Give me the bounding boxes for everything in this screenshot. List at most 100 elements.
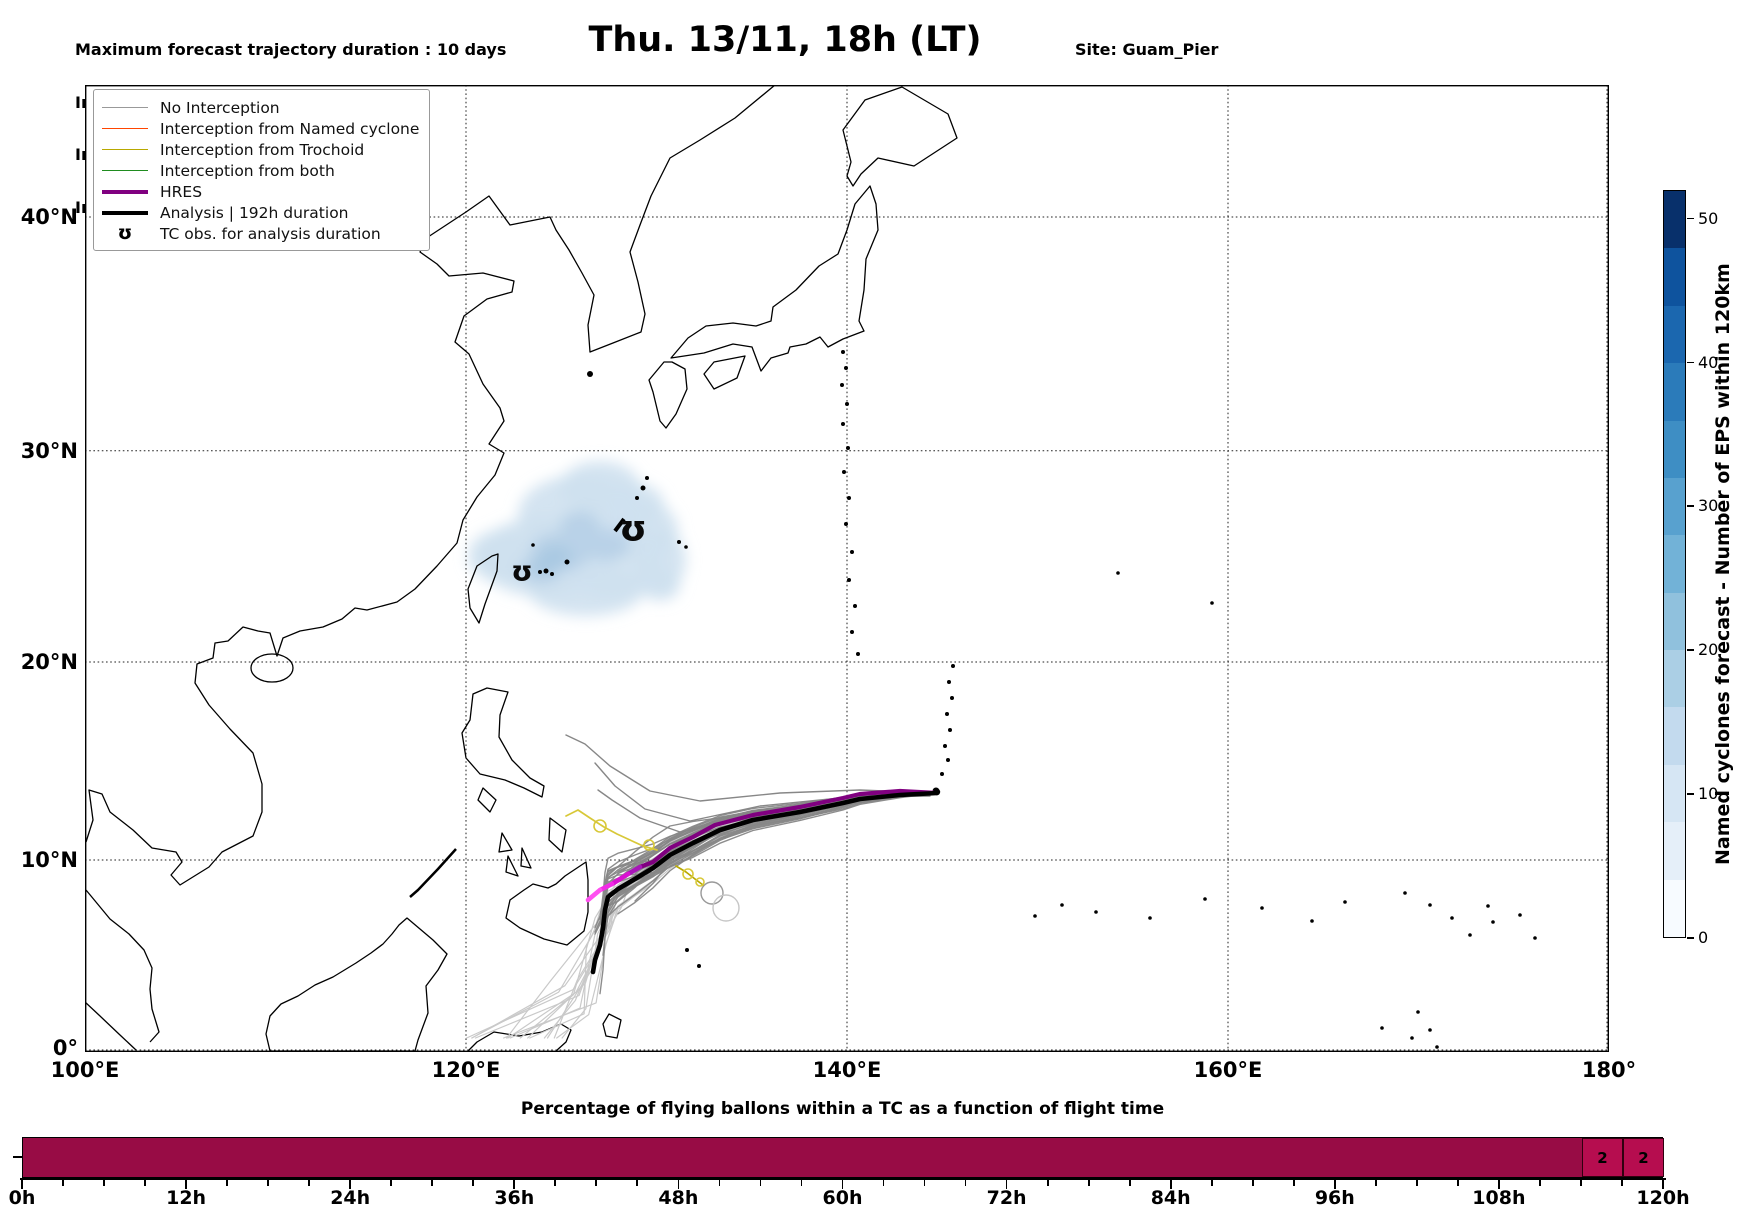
island-dot — [538, 570, 542, 574]
legend-item: Interception from Named cyclone — [102, 118, 419, 139]
coastline-panay — [498, 832, 513, 853]
island-dot — [685, 948, 689, 952]
trajectory-trochoid-interception — [565, 809, 658, 851]
bar-value-label: 2 — [1597, 1148, 1608, 1167]
island-dot — [543, 568, 549, 574]
bar-x-tick — [62, 1180, 64, 1186]
island-dot — [846, 446, 850, 450]
coastline-taiwan — [467, 553, 499, 624]
colorbar-label: Named cyclones forecast - Number of EPS … — [1712, 263, 1734, 865]
island-dot — [856, 652, 860, 656]
bar-x-axis — [20, 1178, 1666, 1180]
legend-line-sample — [102, 170, 148, 171]
density-patch-mid — [582, 529, 630, 561]
colorbar-tick — [1687, 217, 1694, 220]
tc-glyph: ʊ — [117, 222, 133, 244]
coastline-sumatra — [85, 1001, 137, 1051]
legend-line-sample — [102, 210, 148, 215]
bar-x-tick-label: 48h — [658, 1187, 699, 1209]
legend-line-sample — [102, 107, 148, 108]
bar-x-tick-label: 96h — [1314, 1187, 1355, 1209]
island-dot — [1148, 916, 1152, 920]
bar-x-tick — [1539, 1180, 1541, 1186]
bar-x-tick — [718, 1180, 721, 1186]
island-dot — [945, 712, 949, 716]
island-dot — [1060, 903, 1064, 907]
trajectory-loop — [712, 894, 740, 922]
bar-x-tick — [1169, 1180, 1172, 1189]
bar-x-tick — [1210, 1180, 1213, 1186]
island-dot — [840, 383, 844, 387]
island-dot — [841, 350, 845, 354]
island-dot — [844, 366, 848, 370]
trajectory-hres-tail — [585, 887, 603, 903]
legend-item-label: HRES — [160, 182, 203, 201]
island-dot — [1533, 936, 1537, 940]
bar-x-tick — [923, 1180, 926, 1186]
coastline-hainan — [250, 653, 294, 683]
tc-obs-icon: ʊ — [102, 224, 148, 243]
trajectory-trochoid-loop — [593, 819, 607, 833]
island-dot — [842, 470, 846, 474]
coastline-cebu — [520, 847, 532, 869]
legend-item: Interception from both — [102, 160, 419, 181]
coastline-borneo — [265, 917, 448, 1052]
bar-x-tick-label: 84h — [1150, 1187, 1191, 1209]
island-dot — [1403, 891, 1407, 895]
legend-item: HRES — [102, 181, 419, 202]
cyclone-density-blob — [468, 461, 686, 616]
bar-x-tick — [677, 1180, 680, 1189]
bar-x-tick — [759, 1180, 762, 1186]
bar-x-tick — [1456, 1180, 1459, 1186]
bar-y-tick — [13, 1156, 22, 1158]
trajectories-layer — [466, 734, 941, 1039]
island-dot — [1435, 1045, 1439, 1049]
lat-tick-label: 10°N — [20, 847, 78, 872]
colorbar-segment — [1664, 592, 1685, 651]
bar-x-tick-label: 60h — [822, 1187, 863, 1209]
island-dot — [1116, 571, 1120, 575]
trajectory-hres-tail — [625, 864, 643, 877]
bar-x-tick — [595, 1180, 598, 1186]
island-dot — [947, 680, 951, 684]
lon-tick-label: 120°E — [431, 1058, 501, 1082]
small-islands — [531, 350, 1537, 1049]
bar-x-tick — [390, 1180, 393, 1186]
legend-item-label: No Interception — [160, 98, 280, 117]
site-line: Site: Guam_Pier — [1075, 40, 1219, 59]
colorbar-segment — [1664, 706, 1685, 765]
colorbar-segment — [1664, 649, 1685, 708]
island-dot — [1210, 601, 1214, 605]
coastlines — [85, 85, 958, 1052]
bar-x-tick — [841, 1180, 844, 1189]
legend-item-label: TC obs. for analysis duration — [160, 224, 381, 243]
coastline-halmahera — [602, 1013, 622, 1039]
coastline-hokkaido — [842, 86, 958, 187]
colorbar-tick-label: 10 — [1698, 784, 1719, 804]
bar-x-tick — [144, 1180, 146, 1186]
island-dot — [847, 496, 851, 500]
colorbar — [1663, 190, 1686, 938]
lon-tick-label: 100°E — [50, 1058, 120, 1082]
colorbar-segment — [1664, 821, 1685, 880]
trajectory-trochoid-interception — [675, 865, 704, 886]
bar-x-tick — [1251, 1180, 1254, 1186]
bar-x-tick — [349, 1180, 352, 1189]
bar-x-tick — [964, 1180, 967, 1186]
coastline-mindoro — [477, 787, 497, 813]
coastline-asia-mainland — [85, 85, 776, 886]
colorbar-tick — [1687, 649, 1694, 651]
lat-tick-label: 0° — [52, 1036, 78, 1060]
island-dot — [1260, 906, 1264, 910]
bar-x-tick-label: 0h — [8, 1187, 36, 1209]
colorbar-segment — [1664, 420, 1685, 478]
island-dot — [1410, 1036, 1414, 1040]
trajectory-no-interception — [565, 734, 938, 802]
legend-item-label: Interception from Trochoid — [160, 140, 365, 159]
colorbar-segment — [1664, 879, 1685, 937]
tc-obs-icon: ʊ — [619, 509, 647, 550]
island-dot — [1450, 916, 1454, 920]
island-dot — [1486, 904, 1490, 908]
colorbar-tick-label: 30 — [1698, 496, 1719, 516]
